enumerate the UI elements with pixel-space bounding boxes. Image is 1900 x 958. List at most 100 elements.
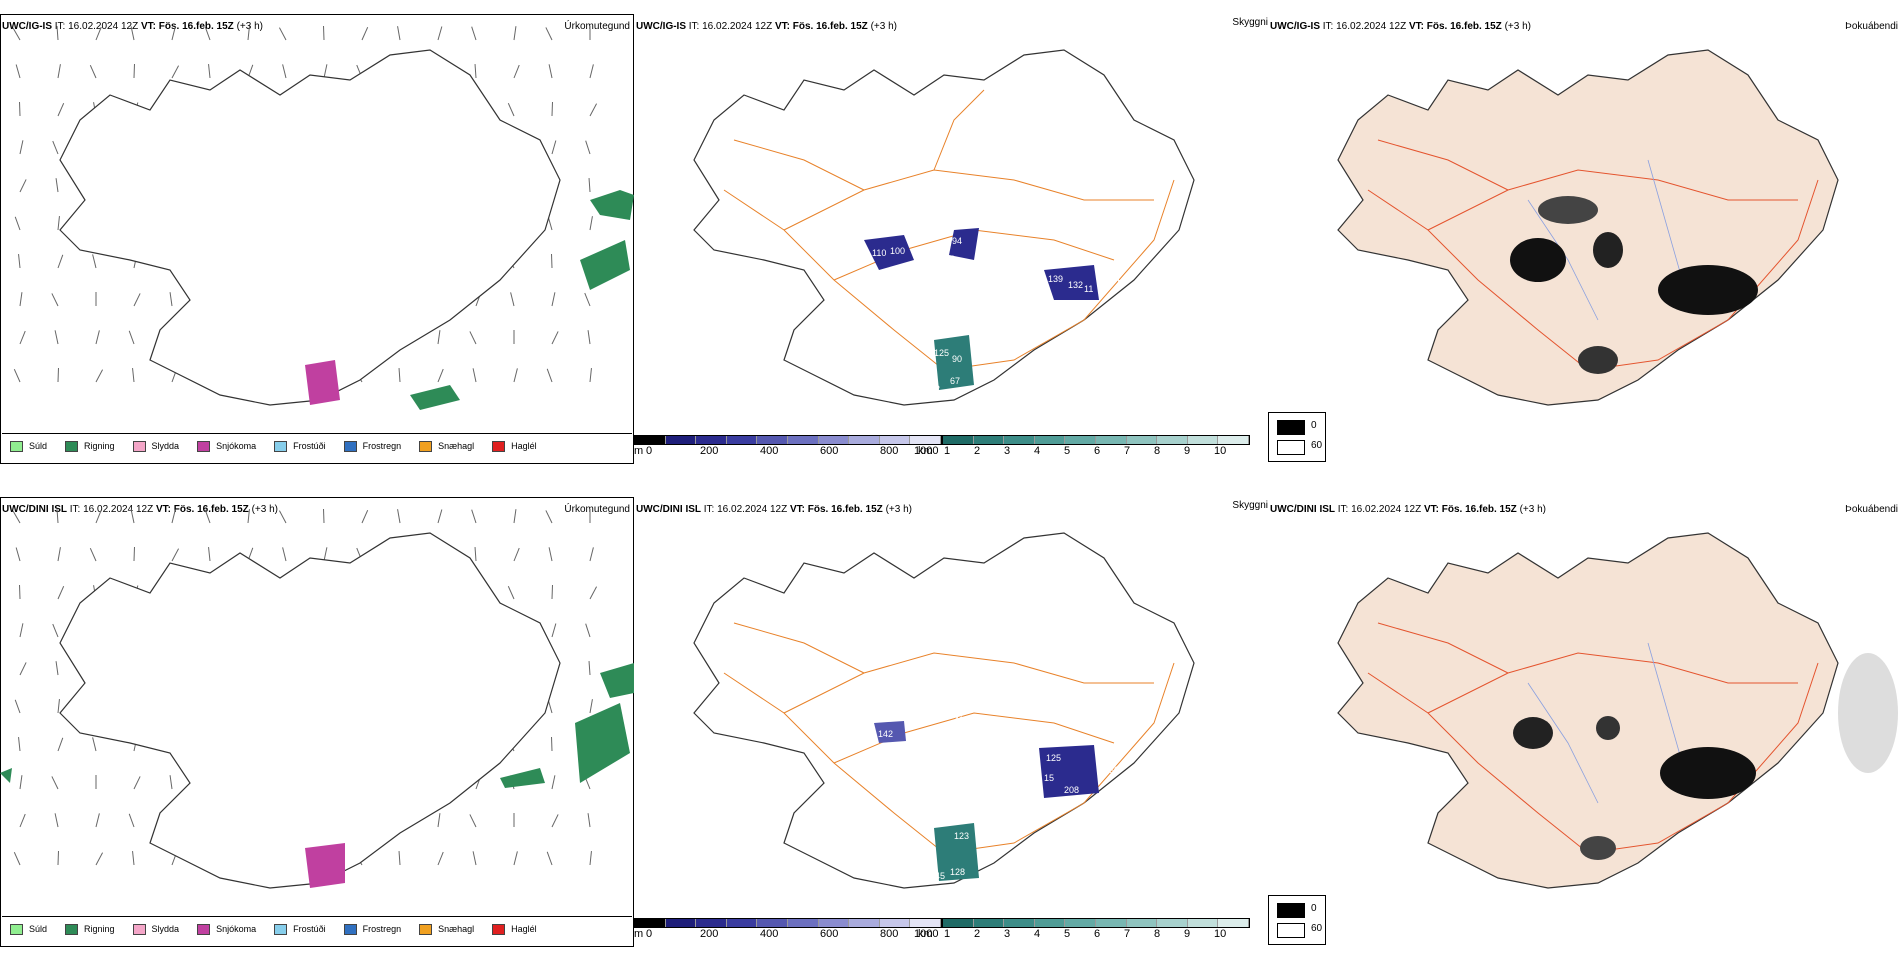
wind-barb: [20, 179, 26, 192]
wind-barb: [96, 370, 103, 382]
legend-swatch: [274, 924, 287, 935]
cloud-tick: 400: [760, 445, 778, 457]
fog-map: [1268, 483, 1900, 958]
cloud-value: 139: [1048, 274, 1063, 284]
legend-swatch: [274, 441, 287, 452]
model-row-igis: UWC/IG-IS IT: 16.02.2024 12Z VT: Fös. 16…: [0, 0, 1900, 475]
legend-label: Slydda: [152, 441, 180, 451]
cloud-value: 11: [946, 254, 955, 264]
cloud-base-colorbar: [634, 918, 942, 928]
legend-label: Súld: [29, 924, 47, 934]
visibility-tick: 5: [1064, 928, 1070, 940]
precip-type-panel: UWC/IG-IS IT: 16.02.2024 12Z VT: Fös. 16…: [0, 0, 634, 475]
legend-item-hail: Haglél: [492, 924, 537, 935]
fog-legend: 0 60: [1268, 895, 1326, 945]
wind-barb: [508, 586, 514, 599]
precip-rain-area: [410, 385, 460, 410]
wind-barb: [514, 509, 516, 523]
visibility-map: 142 41 125 15 208 130 123 128 145: [634, 483, 1268, 958]
wind-barb: [590, 64, 593, 78]
visibility-panel: UWC/DINI ISL IT: 16.02.2024 12Z VT: Fös.…: [634, 483, 1268, 958]
wind-barb: [96, 813, 99, 827]
wind-barb: [589, 661, 590, 675]
legend-swatch: [344, 924, 357, 935]
legend-label: Slydda: [152, 924, 180, 934]
precip-rain-area: [590, 190, 634, 220]
wind-barb: [133, 368, 134, 382]
wind-barb: [552, 624, 556, 637]
wind-barb: [398, 26, 400, 40]
precip-map: [0, 483, 634, 958]
wind-barb: [58, 586, 64, 599]
cloud-base-scale: m 0 200 400 600 800 1000: [634, 918, 944, 940]
precip-rain-area: [600, 663, 634, 698]
iceland-landmass: [1338, 533, 1838, 888]
cloud-value: 145: [930, 871, 945, 881]
legend-label: Haglél: [511, 441, 537, 451]
wind-barb: [58, 699, 59, 713]
wind-barb: [283, 547, 286, 561]
fog-legend-swatch: [1277, 903, 1305, 918]
wind-barb: [514, 368, 517, 382]
legend-item-snow-pellets: Snæhagl: [419, 441, 474, 452]
legend-item-snow: Snjókoma: [197, 924, 256, 935]
wind-barb: [546, 27, 552, 40]
wind-barb: [133, 851, 134, 865]
visibility-tick: 6: [1094, 445, 1100, 457]
wind-barb: [170, 775, 172, 789]
fog-area: [1580, 836, 1616, 860]
legend-swatch: [197, 924, 210, 935]
legend-item-drizzle: Súld: [10, 441, 47, 452]
visibility-scale: km 1 2 3 4 5 6 7 8 9 10: [942, 918, 1252, 940]
cloud-value: 208: [1064, 785, 1079, 795]
visibility-tick: 1: [944, 928, 950, 940]
wind-barb: [585, 293, 590, 306]
cloud-tick: 400: [760, 928, 778, 940]
wind-barb: [324, 547, 327, 561]
wind-barb: [134, 776, 140, 789]
wind-barb: [15, 217, 20, 230]
visibility-tick: 1: [944, 445, 950, 457]
fog-legend: 0 60: [1268, 412, 1326, 462]
cloud-value: 12: [930, 384, 940, 394]
precip-rain-area: [575, 703, 630, 783]
wind-barb: [473, 368, 476, 382]
cloud-tick: 200: [700, 445, 718, 457]
legend-swatch: [419, 441, 432, 452]
legend-swatch: [197, 441, 210, 452]
legend-swatch: [65, 924, 78, 935]
visibility-tick: 6: [1094, 928, 1100, 940]
wind-barb: [19, 254, 20, 268]
wind-barb: [590, 104, 597, 116]
wind-barb: [56, 661, 58, 675]
cloud-tick: 600: [820, 928, 838, 940]
legend-item-sleet: Slydda: [133, 441, 180, 452]
fog-legend-swatch: [1277, 923, 1305, 938]
wind-barb: [16, 548, 20, 561]
legend-item-freezing-drizzle: Frostúði: [274, 441, 326, 452]
legend-label: Snjókoma: [216, 924, 256, 934]
wind-barb: [205, 510, 210, 523]
visibility-tick: 9: [1184, 928, 1190, 940]
visibility-tick: 7: [1124, 928, 1130, 940]
cloud-value: 67: [950, 376, 960, 386]
wind-barb: [20, 623, 23, 637]
wind-barb: [20, 662, 26, 675]
visibility-tick: 3: [1004, 928, 1010, 940]
wind-barb: [57, 509, 58, 523]
wind-barb: [52, 776, 58, 789]
legend-label: Frostregn: [363, 924, 402, 934]
wind-barb: [53, 624, 58, 637]
cloud-value: 125: [934, 348, 949, 358]
cloud-unit: m: [634, 445, 643, 457]
wind-barb: [508, 103, 514, 116]
wind-barb: [172, 26, 175, 40]
wind-barb: [96, 853, 103, 865]
legend-label: Snæhagl: [438, 924, 474, 934]
wind-barb: [514, 26, 516, 40]
fog-area: [1838, 653, 1898, 773]
legend-item-rain: Rigning: [65, 924, 115, 935]
visibility-unit: km: [918, 928, 933, 940]
fog-area: [1596, 716, 1620, 740]
visibility-tick: 8: [1154, 445, 1160, 457]
